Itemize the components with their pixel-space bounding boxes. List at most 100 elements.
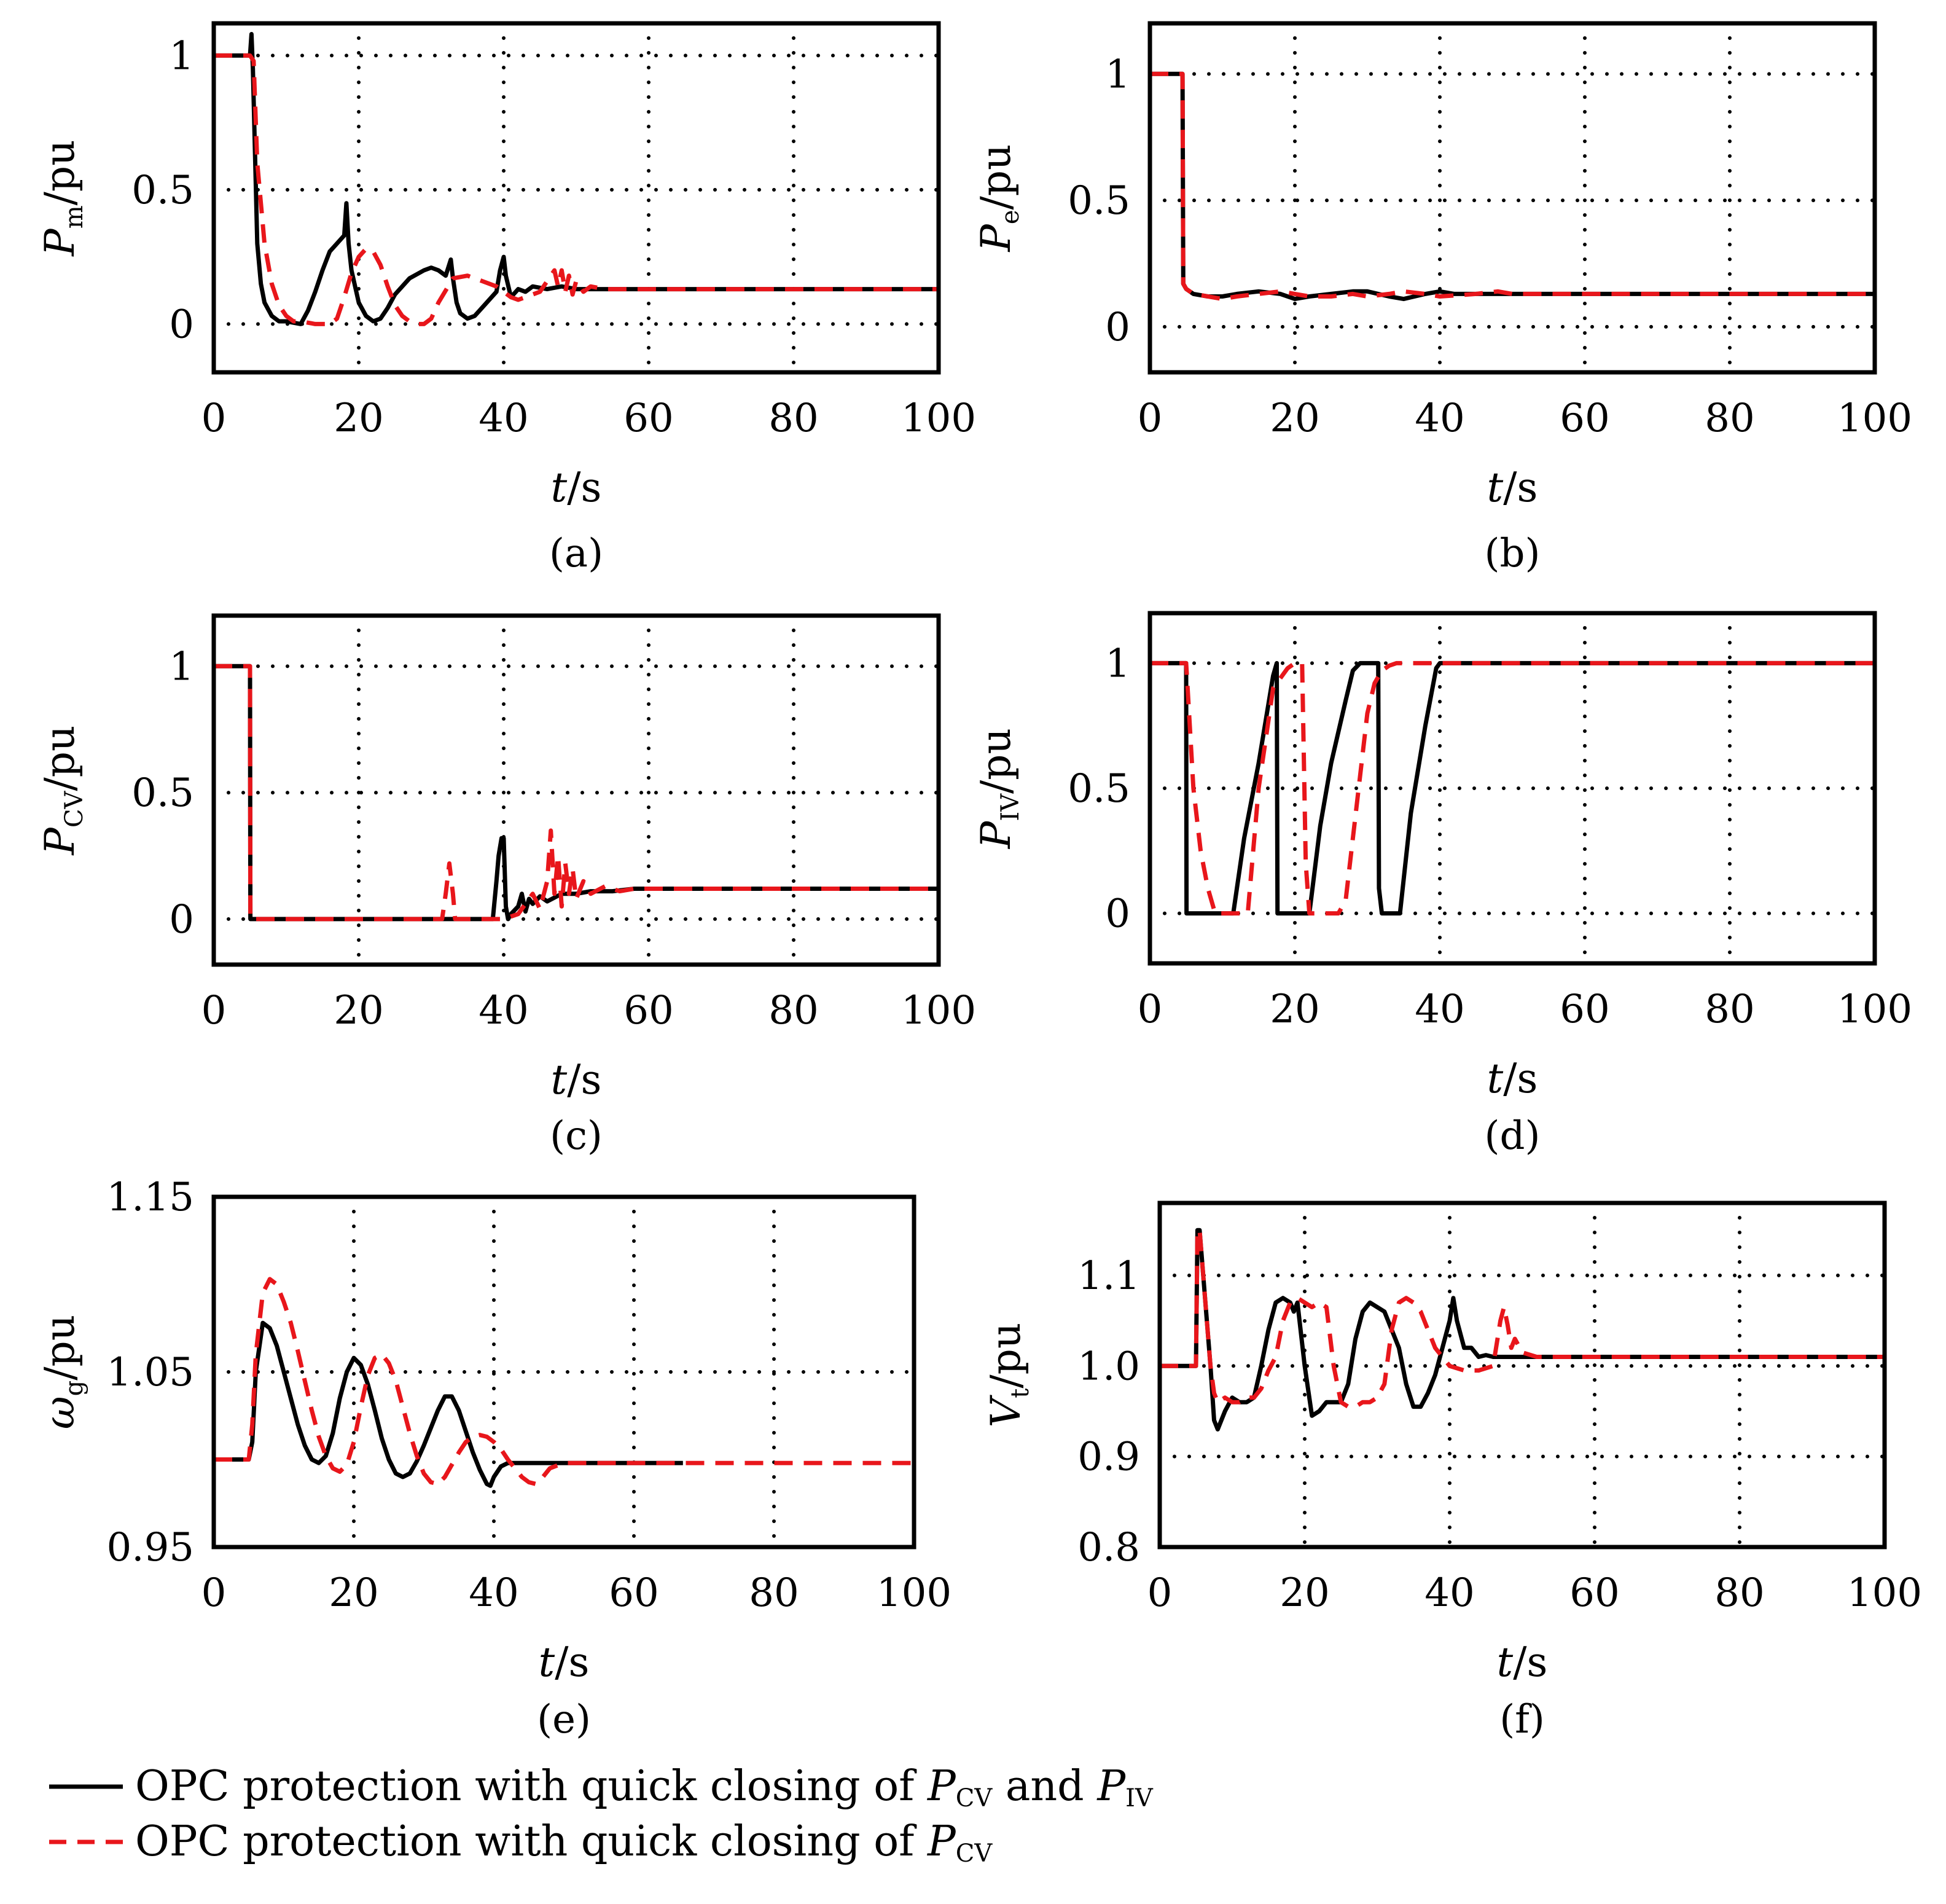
chart-panel-f: 0 20 40 60 80 100 0.8 0.9 1.0 1.1 t/s Vt/pu (f) bbox=[982, 1201, 1922, 1742]
y-axis-subscript: m bbox=[60, 205, 88, 229]
series-line-red bbox=[1150, 71, 1875, 302]
x-tick-label: 80 bbox=[749, 1570, 799, 1616]
y-tick-label: 1.1 bbox=[1077, 1253, 1140, 1299]
plot-frame bbox=[1147, 611, 1877, 966]
x-axis-unit: /s bbox=[567, 1056, 601, 1103]
y-axis-unit: /pu bbox=[982, 1323, 1030, 1389]
x-tick-label: 100 bbox=[877, 1570, 952, 1616]
chart-panel-a: 0 20 40 60 80 100 0 0.5 1 t/s Pm/pu (a) bbox=[36, 21, 976, 576]
x-tick-label: 0 bbox=[201, 988, 227, 1033]
legend-label-1: OPC protection with quick closing of PCV bbox=[135, 1817, 993, 1868]
y-tick-label: 0 bbox=[1105, 891, 1130, 937]
y-tick-label: 0.5 bbox=[1068, 766, 1130, 812]
y-tick-label: 1 bbox=[169, 33, 194, 79]
y-axis-unit: /pu bbox=[36, 139, 84, 205]
legend-symbol: P bbox=[926, 1762, 956, 1811]
x-axis-unit: /s bbox=[1503, 464, 1538, 511]
y-tick-label: 1 bbox=[169, 644, 194, 689]
chart-panel-b: 0 20 40 60 80 100 0 0.5 1 t/s Pe/pu (b) bbox=[972, 21, 1912, 576]
chart-panel-e: 0 20 40 60 80 100 0.95 1.05 1.15 t/s ωg/pu (e) bbox=[36, 1175, 952, 1742]
x-tick-label: 20 bbox=[1280, 1570, 1329, 1616]
series-line-red bbox=[214, 1277, 914, 1486]
series-group bbox=[214, 664, 939, 922]
x-tick-label: 80 bbox=[1705, 396, 1754, 441]
legend-label-0: OPC protection with quick closing of PCV… bbox=[135, 1762, 1154, 1812]
legend-conjunction: and bbox=[992, 1762, 1097, 1811]
y-tick-label: 1.15 bbox=[107, 1175, 195, 1220]
x-tick-label: 60 bbox=[623, 396, 673, 441]
y-axis-label: ωg/pu bbox=[36, 1315, 88, 1429]
x-tick-label: 100 bbox=[901, 396, 976, 441]
series-line-red bbox=[214, 53, 939, 326]
y-axis-subscript: g bbox=[60, 1381, 88, 1397]
x-tick-label: 60 bbox=[1569, 1570, 1619, 1616]
plot-frame bbox=[211, 613, 941, 967]
x-axis-symbol: t bbox=[1487, 1055, 1504, 1102]
y-axis-unit: /pu bbox=[972, 144, 1020, 210]
y-axis-label: Vt/pu bbox=[982, 1323, 1034, 1428]
x-tick-label: 20 bbox=[334, 396, 383, 441]
legend-symbol: P bbox=[1096, 1762, 1126, 1811]
y-tick-label: 0 bbox=[1105, 305, 1130, 350]
y-tick-label: 1.0 bbox=[1077, 1344, 1140, 1389]
x-axis-symbol: t bbox=[1497, 1639, 1514, 1686]
x-tick-label: 60 bbox=[1560, 987, 1609, 1032]
y-axis-symbol: P bbox=[972, 820, 1020, 849]
x-tick-label: 60 bbox=[623, 988, 673, 1033]
series-line-black bbox=[214, 1320, 683, 1488]
x-tick-label: 40 bbox=[1424, 1570, 1474, 1616]
series-group bbox=[1150, 71, 1875, 302]
x-tick-label: 40 bbox=[1415, 987, 1464, 1032]
series-line-black bbox=[1150, 71, 1875, 302]
x-axis-unit: /s bbox=[567, 464, 601, 511]
legend-label-text: OPC protection with quick closing of bbox=[135, 1762, 928, 1811]
x-axis-label: t/s bbox=[1487, 1055, 1538, 1102]
y-tick-label: 0.95 bbox=[107, 1525, 195, 1570]
x-tick-label: 100 bbox=[1837, 396, 1912, 441]
x-tick-label: 100 bbox=[1837, 987, 1912, 1032]
series-line-red bbox=[1150, 660, 1875, 916]
y-tick-label: 0.5 bbox=[131, 168, 194, 213]
y-axis-label: PCV/pu bbox=[36, 726, 88, 856]
x-tick-label: 40 bbox=[479, 988, 528, 1033]
x-tick-label: 80 bbox=[768, 396, 818, 441]
series-line-red bbox=[214, 664, 939, 922]
legend-subscript: IV bbox=[1125, 1784, 1154, 1812]
series-group bbox=[1150, 660, 1875, 916]
series-line-black bbox=[1160, 1228, 1885, 1432]
y-axis-label: Pe/pu bbox=[972, 144, 1025, 252]
y-axis-unit: /pu bbox=[36, 726, 84, 791]
plot-frame bbox=[211, 1194, 916, 1549]
legend-label-text: OPC protection with quick closing of bbox=[135, 1817, 928, 1866]
y-axis-subscript: e bbox=[996, 210, 1025, 224]
x-tick-label: 100 bbox=[1847, 1570, 1922, 1616]
x-axis-label: t/s bbox=[539, 1639, 590, 1686]
x-axis-unit: /s bbox=[1503, 1055, 1538, 1102]
x-tick-label: 40 bbox=[469, 1570, 518, 1616]
x-tick-label: 100 bbox=[901, 988, 976, 1033]
plot-frame bbox=[1147, 21, 1877, 375]
x-tick-label: 20 bbox=[1270, 396, 1319, 441]
y-axis-subscript: IV bbox=[996, 793, 1025, 821]
x-axis-symbol: t bbox=[539, 1639, 555, 1686]
x-tick-label: 80 bbox=[1714, 1570, 1764, 1616]
x-tick-label: 60 bbox=[1560, 396, 1609, 441]
x-axis-label: t/s bbox=[1497, 1639, 1548, 1686]
chart-panel-d: 0 20 40 60 80 100 0 0.5 1 t/s PIV/pu (d) bbox=[972, 611, 1912, 1159]
y-axis-unit: /pu bbox=[972, 728, 1020, 794]
y-tick-label: 1 bbox=[1105, 641, 1130, 686]
y-axis-unit: /pu bbox=[36, 1315, 84, 1381]
y-axis-symbol: ω bbox=[36, 1396, 84, 1429]
x-tick-label: 20 bbox=[1270, 987, 1319, 1032]
series-line-red bbox=[1160, 1228, 1885, 1409]
plot-frame bbox=[211, 21, 941, 375]
panel-caption: (c) bbox=[550, 1113, 603, 1159]
x-axis-label: t/s bbox=[1487, 464, 1538, 511]
y-tick-label: 0.8 bbox=[1077, 1525, 1140, 1570]
y-axis-subscript: t bbox=[1006, 1389, 1034, 1398]
y-tick-label: 1.05 bbox=[107, 1350, 195, 1395]
x-tick-label: 60 bbox=[609, 1570, 658, 1616]
x-axis-label: t/s bbox=[551, 1056, 602, 1103]
x-axis-unit: /s bbox=[555, 1639, 589, 1686]
